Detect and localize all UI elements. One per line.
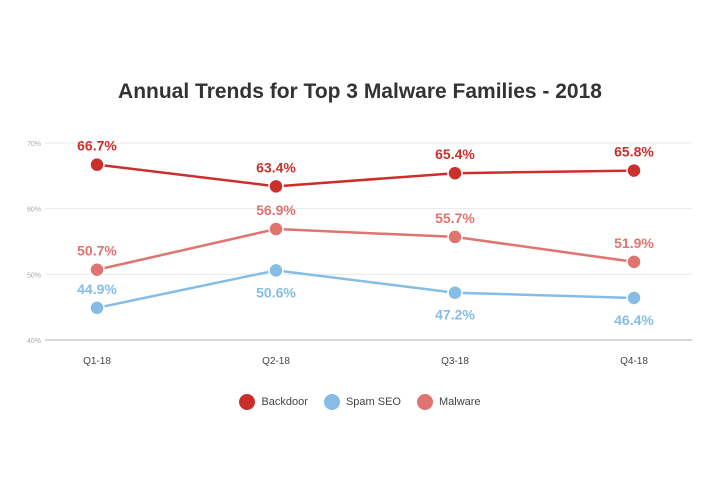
series-line-backdoor (96, 163, 635, 188)
data-label-backdoor: 63.4% (256, 159, 296, 175)
data-point-malware (447, 229, 463, 245)
y-tick-label: 70% (27, 141, 41, 148)
data-point-spam-seo (447, 284, 463, 301)
data-label-malware: 56.9% (256, 202, 296, 218)
legend: Backdoor Spam SEO Malware (0, 394, 720, 410)
y-tick-label: 40% (27, 338, 41, 345)
data-point-spam-seo (268, 262, 284, 279)
legend-label-malware: Malware (438, 396, 481, 408)
x-tick-label: Q1-18 (83, 356, 111, 367)
data-point-spam-seo (89, 300, 105, 316)
legend-item-malware[interactable]: Malware (416, 394, 481, 410)
data-label-spam-seo: 44.9% (77, 281, 117, 297)
x-tick-label: Q3-18 (441, 356, 469, 367)
chart-title: Annual Trends for Top 3 Malware Families… (118, 80, 602, 103)
data-point-backdoor (626, 162, 642, 179)
legend-label-backdoor: Backdoor (261, 396, 308, 408)
legend-swatch-malware (416, 394, 433, 410)
series-line-spam-seo (96, 269, 635, 310)
data-label-spam-seo: 47.2% (435, 307, 475, 323)
data-label-backdoor: 66.7% (77, 138, 117, 154)
data-label-backdoor: 65.4% (435, 146, 475, 162)
legend-item-spam-seo[interactable]: Spam SEO (323, 394, 401, 410)
data-label-backdoor: 65.8% (614, 144, 654, 160)
data-point-spam-seo (626, 290, 642, 306)
data-point-backdoor (89, 156, 105, 173)
data-label-spam-seo: 50.6% (256, 284, 296, 300)
data-label-malware: 55.7% (435, 210, 475, 226)
data-label-malware: 51.9% (614, 235, 654, 251)
legend-label-spam-seo: Spam SEO (345, 396, 401, 408)
data-point-malware (89, 261, 105, 278)
legend-swatch-spam-seo (323, 394, 340, 410)
data-label-malware: 50.7% (77, 243, 117, 259)
legend-swatch-backdoor (239, 394, 256, 410)
y-tick-label: 60% (27, 207, 41, 214)
data-point-malware (268, 221, 284, 237)
data-point-backdoor (447, 165, 463, 181)
legend-item-backdoor[interactable]: Backdoor (239, 394, 308, 410)
data-point-malware (626, 254, 642, 270)
series-line-malware (96, 227, 635, 271)
y-tick-label: 50% (27, 272, 41, 279)
data-label-spam-seo: 46.4% (614, 312, 654, 328)
data-point-backdoor (268, 178, 284, 195)
x-tick-label: Q2-18 (262, 356, 290, 367)
x-tick-label: Q4-18 (620, 356, 648, 367)
